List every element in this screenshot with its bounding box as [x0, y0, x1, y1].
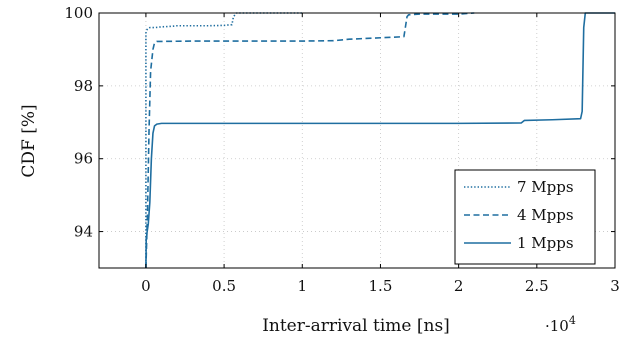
axis-ticks: 0 0.5 1 1.5 2 2.5 3 94 96 98 100	[64, 4, 619, 295]
y-tick-label: 98	[74, 77, 93, 95]
x-axis-multiplier: ·104	[545, 314, 576, 335]
x-tick-label: 3	[610, 277, 620, 295]
plot-frame	[98, 12, 616, 269]
y-axis-label: CDF [%]	[19, 104, 39, 177]
x-tick-label: 0.5	[212, 277, 236, 295]
x-tick-label: 1	[297, 277, 307, 295]
series-line-2	[145, 12, 475, 268]
series-curves	[145, 12, 615, 268]
x-multiplier-exp: 4	[569, 314, 576, 327]
legend: 7 Mpps 4 Mpps 1 Mpps	[454, 169, 596, 265]
legend-box	[454, 169, 596, 265]
y-tick-label: 96	[74, 150, 93, 168]
series-line-3	[145, 12, 615, 268]
x-tick-label: 1.5	[369, 277, 393, 295]
series-line-1	[145, 12, 303, 268]
legend-label: 4 Mpps	[517, 206, 574, 224]
x-tick-label: 0	[141, 277, 151, 295]
y-tick-label: 94	[74, 223, 93, 241]
x-axis-label: Inter-arrival time [ns]	[262, 316, 450, 336]
x-multiplier-base: ·10	[545, 317, 569, 335]
x-tick-label: 2.5	[525, 277, 549, 295]
y-tick-label: 100	[64, 4, 93, 22]
legend-label: 1 Mpps	[517, 234, 574, 252]
x-tick-label: 2	[454, 277, 464, 295]
legend-label: 7 Mpps	[517, 178, 574, 196]
